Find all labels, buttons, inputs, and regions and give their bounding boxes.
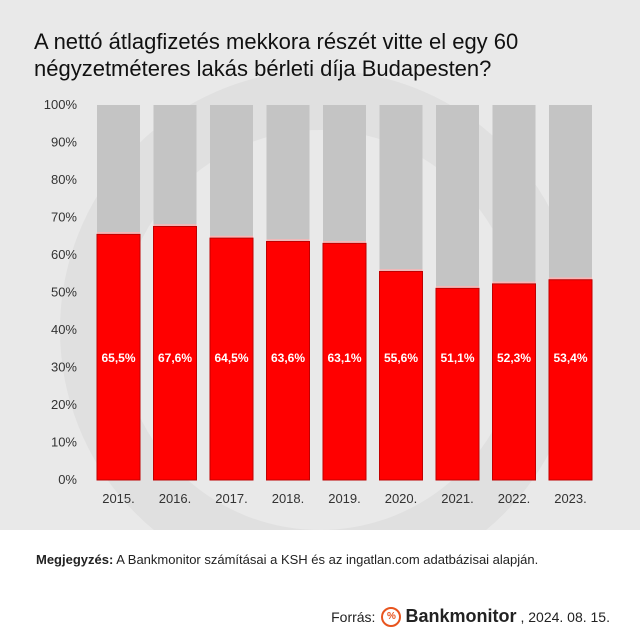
x-tick-label: 2021. — [441, 491, 474, 506]
footnote-label: Megjegyzés: — [36, 552, 114, 567]
y-tick-label: 70% — [51, 210, 77, 225]
y-tick-label: 100% — [44, 97, 78, 112]
bar — [209, 237, 254, 481]
bar — [322, 242, 367, 481]
data-label: 55,6% — [384, 351, 418, 365]
x-tick-label: 2020. — [385, 491, 418, 506]
data-label: 52,3% — [497, 351, 531, 365]
bar-remainder — [492, 105, 536, 284]
bar — [96, 233, 141, 481]
y-tick-label: 90% — [51, 135, 77, 150]
y-tick-label: 80% — [51, 172, 77, 187]
y-tick-label: 40% — [51, 322, 77, 337]
percent-logo-icon: % — [381, 606, 402, 627]
bar-remainder — [436, 105, 479, 289]
bar-remainder — [153, 105, 197, 227]
source-line: Forrás: % Bankmonitor, 2024. 08. 15. — [331, 606, 610, 627]
data-label: 63,6% — [271, 351, 305, 365]
y-tick-label: 50% — [51, 285, 77, 300]
data-label: 64,5% — [214, 351, 248, 365]
x-tick-label: 2017. — [215, 491, 248, 506]
chart-panel: A nettó átlagfizetés mekkora részét vitt… — [0, 0, 640, 530]
x-tick-label: 2018. — [272, 491, 305, 506]
y-tick-label: 60% — [51, 247, 77, 262]
bar — [548, 279, 593, 481]
bar-remainder — [97, 105, 140, 235]
bar-remainder — [266, 105, 310, 242]
footnote-text: A Bankmonitor számításai a KSH és az ing… — [113, 552, 539, 567]
source-date: , 2024. 08. 15. — [520, 608, 610, 625]
x-tick-label: 2016. — [159, 491, 192, 506]
bar-remainder — [210, 105, 253, 239]
x-tick-label: 2019. — [328, 491, 361, 506]
data-label: 63,1% — [327, 351, 361, 365]
data-label: 65,5% — [101, 351, 135, 365]
y-tick-label: 10% — [51, 435, 77, 450]
y-tick-label: 20% — [51, 397, 77, 412]
bar — [379, 271, 423, 481]
x-tick-label: 2015. — [102, 491, 135, 506]
bar-remainder — [549, 105, 592, 280]
chart-title: A nettó átlagfizetés mekkora részét vitt… — [34, 29, 519, 81]
brand-name: Bankmonitor — [405, 606, 517, 626]
bar — [153, 226, 197, 481]
x-tick-label: 2022. — [498, 491, 531, 506]
bar — [266, 241, 310, 481]
bar-remainder — [323, 105, 366, 244]
bar-remainder — [379, 105, 423, 272]
data-label: 51,1% — [440, 351, 474, 365]
data-label: 67,6% — [158, 351, 192, 365]
source-label: Forrás: — [331, 608, 376, 625]
data-label: 53,4% — [553, 351, 587, 365]
bar — [435, 287, 480, 481]
footnote: Megjegyzés: A Bankmonitor számításai a K… — [36, 552, 538, 567]
x-tick-label: 2023. — [554, 491, 587, 506]
y-tick-label: 30% — [51, 360, 77, 375]
bar-chart: 0% 10% 20% 30% 40% 50% 60% 70% 80% 90% 100% 65,5% 20… — [44, 97, 593, 506]
y-tick-label: 0% — [58, 472, 77, 487]
bar — [492, 283, 536, 481]
